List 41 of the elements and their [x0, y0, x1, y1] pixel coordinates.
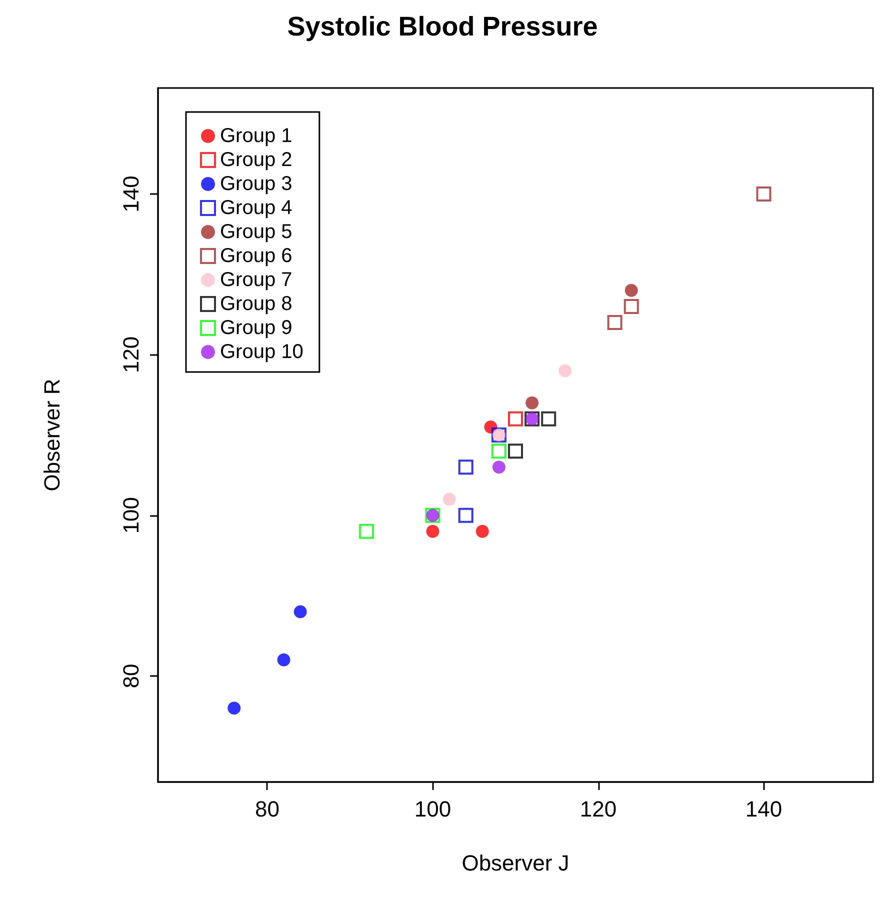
point — [526, 396, 539, 410]
point — [228, 702, 241, 715]
point — [508, 411, 523, 426]
legend-label: Group 3 — [220, 173, 292, 195]
legend-label: Group 10 — [220, 341, 304, 363]
y-axis-title: Observer R — [40, 378, 64, 492]
point — [294, 605, 307, 618]
x-tick-label: 80 — [254, 796, 280, 822]
legend-label: Group 1 — [220, 125, 292, 147]
point — [541, 411, 556, 426]
point — [426, 524, 440, 538]
point — [624, 284, 638, 297]
point — [624, 298, 639, 314]
point — [558, 364, 572, 378]
x-tick-label: 100 — [414, 796, 452, 822]
legend-label: Group 7 — [220, 269, 292, 291]
legend-label: Group 6 — [220, 245, 292, 267]
point — [607, 315, 622, 330]
point — [491, 444, 506, 459]
legend-label: Group 8 — [220, 293, 292, 315]
legend-label: Group 9 — [220, 317, 292, 339]
point — [277, 653, 290, 666]
point — [458, 460, 474, 475]
x-tick-label: 140 — [745, 796, 782, 822]
point — [359, 524, 374, 539]
chart-title: Systolic Blood Pressure — [287, 12, 598, 42]
point — [508, 444, 523, 459]
point — [442, 492, 456, 506]
point — [492, 460, 506, 474]
y-tick-label: 120 — [118, 336, 144, 374]
legend-label: Group 4 — [220, 197, 292, 219]
x-axis-title: Observer J — [462, 850, 570, 876]
point — [476, 524, 489, 538]
legend-label: Group 2 — [220, 149, 292, 171]
y-tick-label: 140 — [118, 176, 144, 212]
legend-label: Group 5 — [220, 221, 292, 243]
point — [756, 186, 772, 202]
point — [458, 508, 474, 523]
y-tick-label: 100 — [118, 496, 144, 534]
y-tick-label: 80 — [118, 664, 144, 688]
x-tick-label: 120 — [580, 796, 617, 822]
